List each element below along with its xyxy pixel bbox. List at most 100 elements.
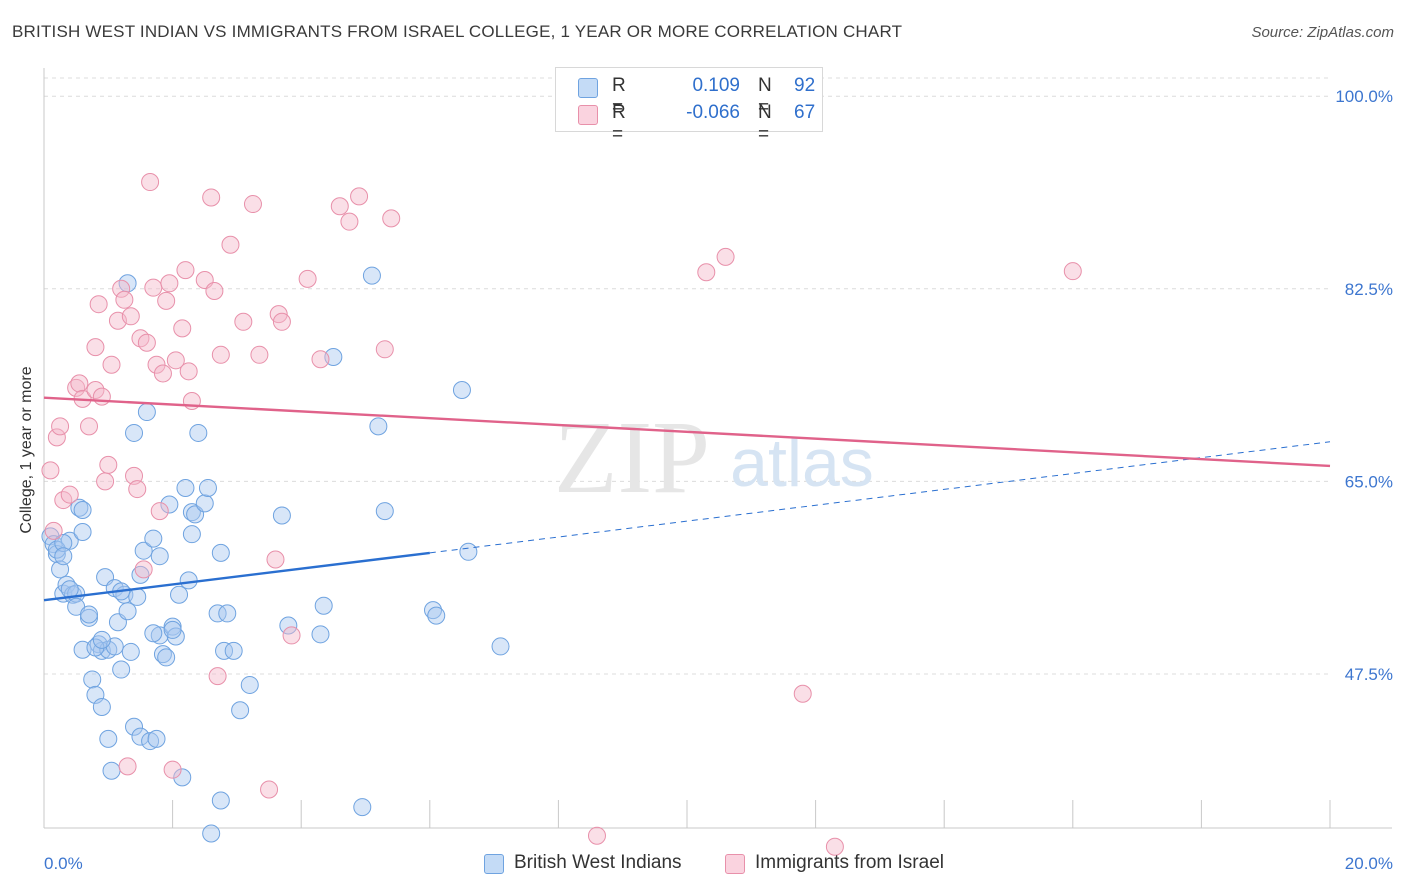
- point-immigrants-from-israel: [234, 312, 253, 331]
- x-tick-label: 20.0%: [1345, 854, 1393, 873]
- point-immigrants-from-israel: [153, 364, 172, 383]
- point-british-west-indians: [208, 604, 227, 623]
- point-immigrants-from-israel: [311, 350, 330, 369]
- point-british-west-indians: [362, 266, 381, 285]
- point-british-west-indians: [131, 565, 150, 584]
- point-immigrants-from-israel: [202, 188, 221, 207]
- point-british-west-indians: [369, 417, 388, 436]
- point-british-west-indians: [163, 620, 182, 639]
- point-immigrants-from-israel: [144, 278, 163, 297]
- point-immigrants-from-israel: [793, 684, 812, 703]
- point-british-west-indians: [54, 533, 73, 552]
- point-british-west-indians: [189, 423, 208, 442]
- point-british-west-indians: [231, 701, 250, 720]
- point-british-west-indians: [102, 761, 121, 780]
- legend-swatch-pink: [578, 105, 598, 125]
- point-immigrants-from-israel: [160, 274, 179, 293]
- point-british-west-indians: [134, 541, 153, 560]
- point-british-west-indians: [92, 630, 111, 649]
- point-british-west-indians: [240, 675, 259, 694]
- x-tick-labels: 0.0% 20.0%: [44, 854, 1393, 873]
- point-immigrants-from-israel: [211, 345, 230, 364]
- point-immigrants-from-israel: [272, 312, 291, 331]
- y-tick-label: 65.0%: [1345, 472, 1393, 491]
- point-british-west-indians: [153, 645, 172, 664]
- point-immigrants-from-israel: [350, 187, 369, 206]
- point-immigrants-from-israel: [41, 461, 60, 480]
- point-immigrants-from-israel: [70, 374, 89, 393]
- point-immigrants-from-israel: [176, 261, 195, 280]
- point-immigrants-from-israel: [141, 173, 160, 192]
- point-immigrants-from-israel: [102, 355, 121, 374]
- point-immigrants-from-israel: [89, 295, 108, 314]
- watermark-zip: ZIP: [554, 400, 710, 515]
- trend-line-british-west-indians: [43, 551, 430, 602]
- point-immigrants-from-israel: [157, 291, 176, 310]
- bottom-legend-swatch-pink: [725, 854, 745, 874]
- point-british-west-indians: [215, 641, 234, 660]
- point-british-west-indians: [314, 596, 333, 615]
- axes: [43, 68, 1392, 829]
- point-british-west-indians: [86, 638, 105, 657]
- x-tick-label: 0.0%: [44, 854, 83, 873]
- point-british-west-indians: [70, 498, 89, 517]
- point-immigrants-from-israel: [128, 480, 147, 499]
- correlation-legend: R = 0.109 N = 92 R = -0.066 N = 67: [555, 67, 823, 145]
- trend-line-immigrants-from-israel: [43, 396, 1331, 468]
- point-british-west-indians: [150, 547, 169, 566]
- point-immigrants-from-israel: [51, 417, 70, 436]
- y-tick-label: 82.5%: [1345, 280, 1393, 299]
- point-british-west-indians: [157, 648, 176, 667]
- point-immigrants-from-israel: [205, 281, 224, 300]
- point-immigrants-from-israel: [137, 333, 156, 352]
- point-immigrants-from-israel: [587, 826, 606, 845]
- point-immigrants-from-israel: [266, 550, 285, 569]
- point-british-west-indians: [182, 503, 201, 522]
- y-tick-labels: 100.0% 82.5% 65.0% 47.5%: [1335, 87, 1393, 684]
- point-immigrants-from-israel: [166, 351, 185, 370]
- point-british-west-indians: [272, 506, 291, 525]
- y-tick-label: 100.0%: [1335, 87, 1393, 106]
- point-immigrants-from-israel: [1063, 262, 1082, 281]
- point-british-west-indians: [47, 540, 66, 559]
- point-immigrants-from-israel: [382, 209, 401, 228]
- point-immigrants-from-israel: [221, 235, 240, 254]
- point-british-west-indians: [121, 642, 140, 661]
- point-immigrants-from-israel: [96, 472, 115, 491]
- point-immigrants-from-israel: [179, 362, 198, 381]
- point-british-west-indians: [131, 727, 150, 746]
- point-british-west-indians: [279, 616, 298, 635]
- legend-r-value: 0.109: [692, 75, 740, 96]
- point-british-west-indians: [47, 544, 66, 563]
- point-immigrants-from-israel: [125, 466, 144, 485]
- point-british-west-indians: [198, 478, 217, 497]
- point-immigrants-from-israel: [173, 319, 192, 338]
- point-british-west-indians: [424, 601, 443, 620]
- point-british-west-indians: [54, 547, 73, 566]
- point-immigrants-from-israel: [260, 780, 279, 799]
- point-british-west-indians: [375, 502, 394, 521]
- legend-r-label: R =: [612, 75, 626, 118]
- point-british-west-indians: [211, 543, 230, 562]
- legend-swatch-blue: [578, 78, 598, 98]
- y-tick-label: 47.5%: [1345, 665, 1393, 684]
- point-british-west-indians: [202, 824, 221, 843]
- point-immigrants-from-israel: [330, 197, 349, 216]
- point-immigrants-from-israel: [134, 560, 153, 579]
- point-british-west-indians: [125, 423, 144, 442]
- point-immigrants-from-israel: [47, 428, 66, 447]
- point-british-west-indians: [211, 791, 230, 810]
- bottom-legend-swatch-blue: [484, 854, 504, 874]
- bottom-legend-label: British West Indians: [514, 852, 682, 873]
- point-british-west-indians: [176, 478, 195, 497]
- chart-title: BRITISH WEST INDIAN VS IMMIGRANTS FROM I…: [12, 22, 903, 41]
- point-immigrants-from-israel: [121, 307, 140, 326]
- point-british-west-indians: [73, 500, 92, 519]
- point-british-west-indians: [173, 768, 192, 787]
- point-immigrants-from-israel: [112, 279, 131, 298]
- trend-extension-british-west-indians: [429, 441, 1331, 554]
- grid-lines: [44, 77, 1330, 675]
- legend-n-value: 67: [794, 102, 816, 123]
- point-immigrants-from-israel: [716, 247, 735, 266]
